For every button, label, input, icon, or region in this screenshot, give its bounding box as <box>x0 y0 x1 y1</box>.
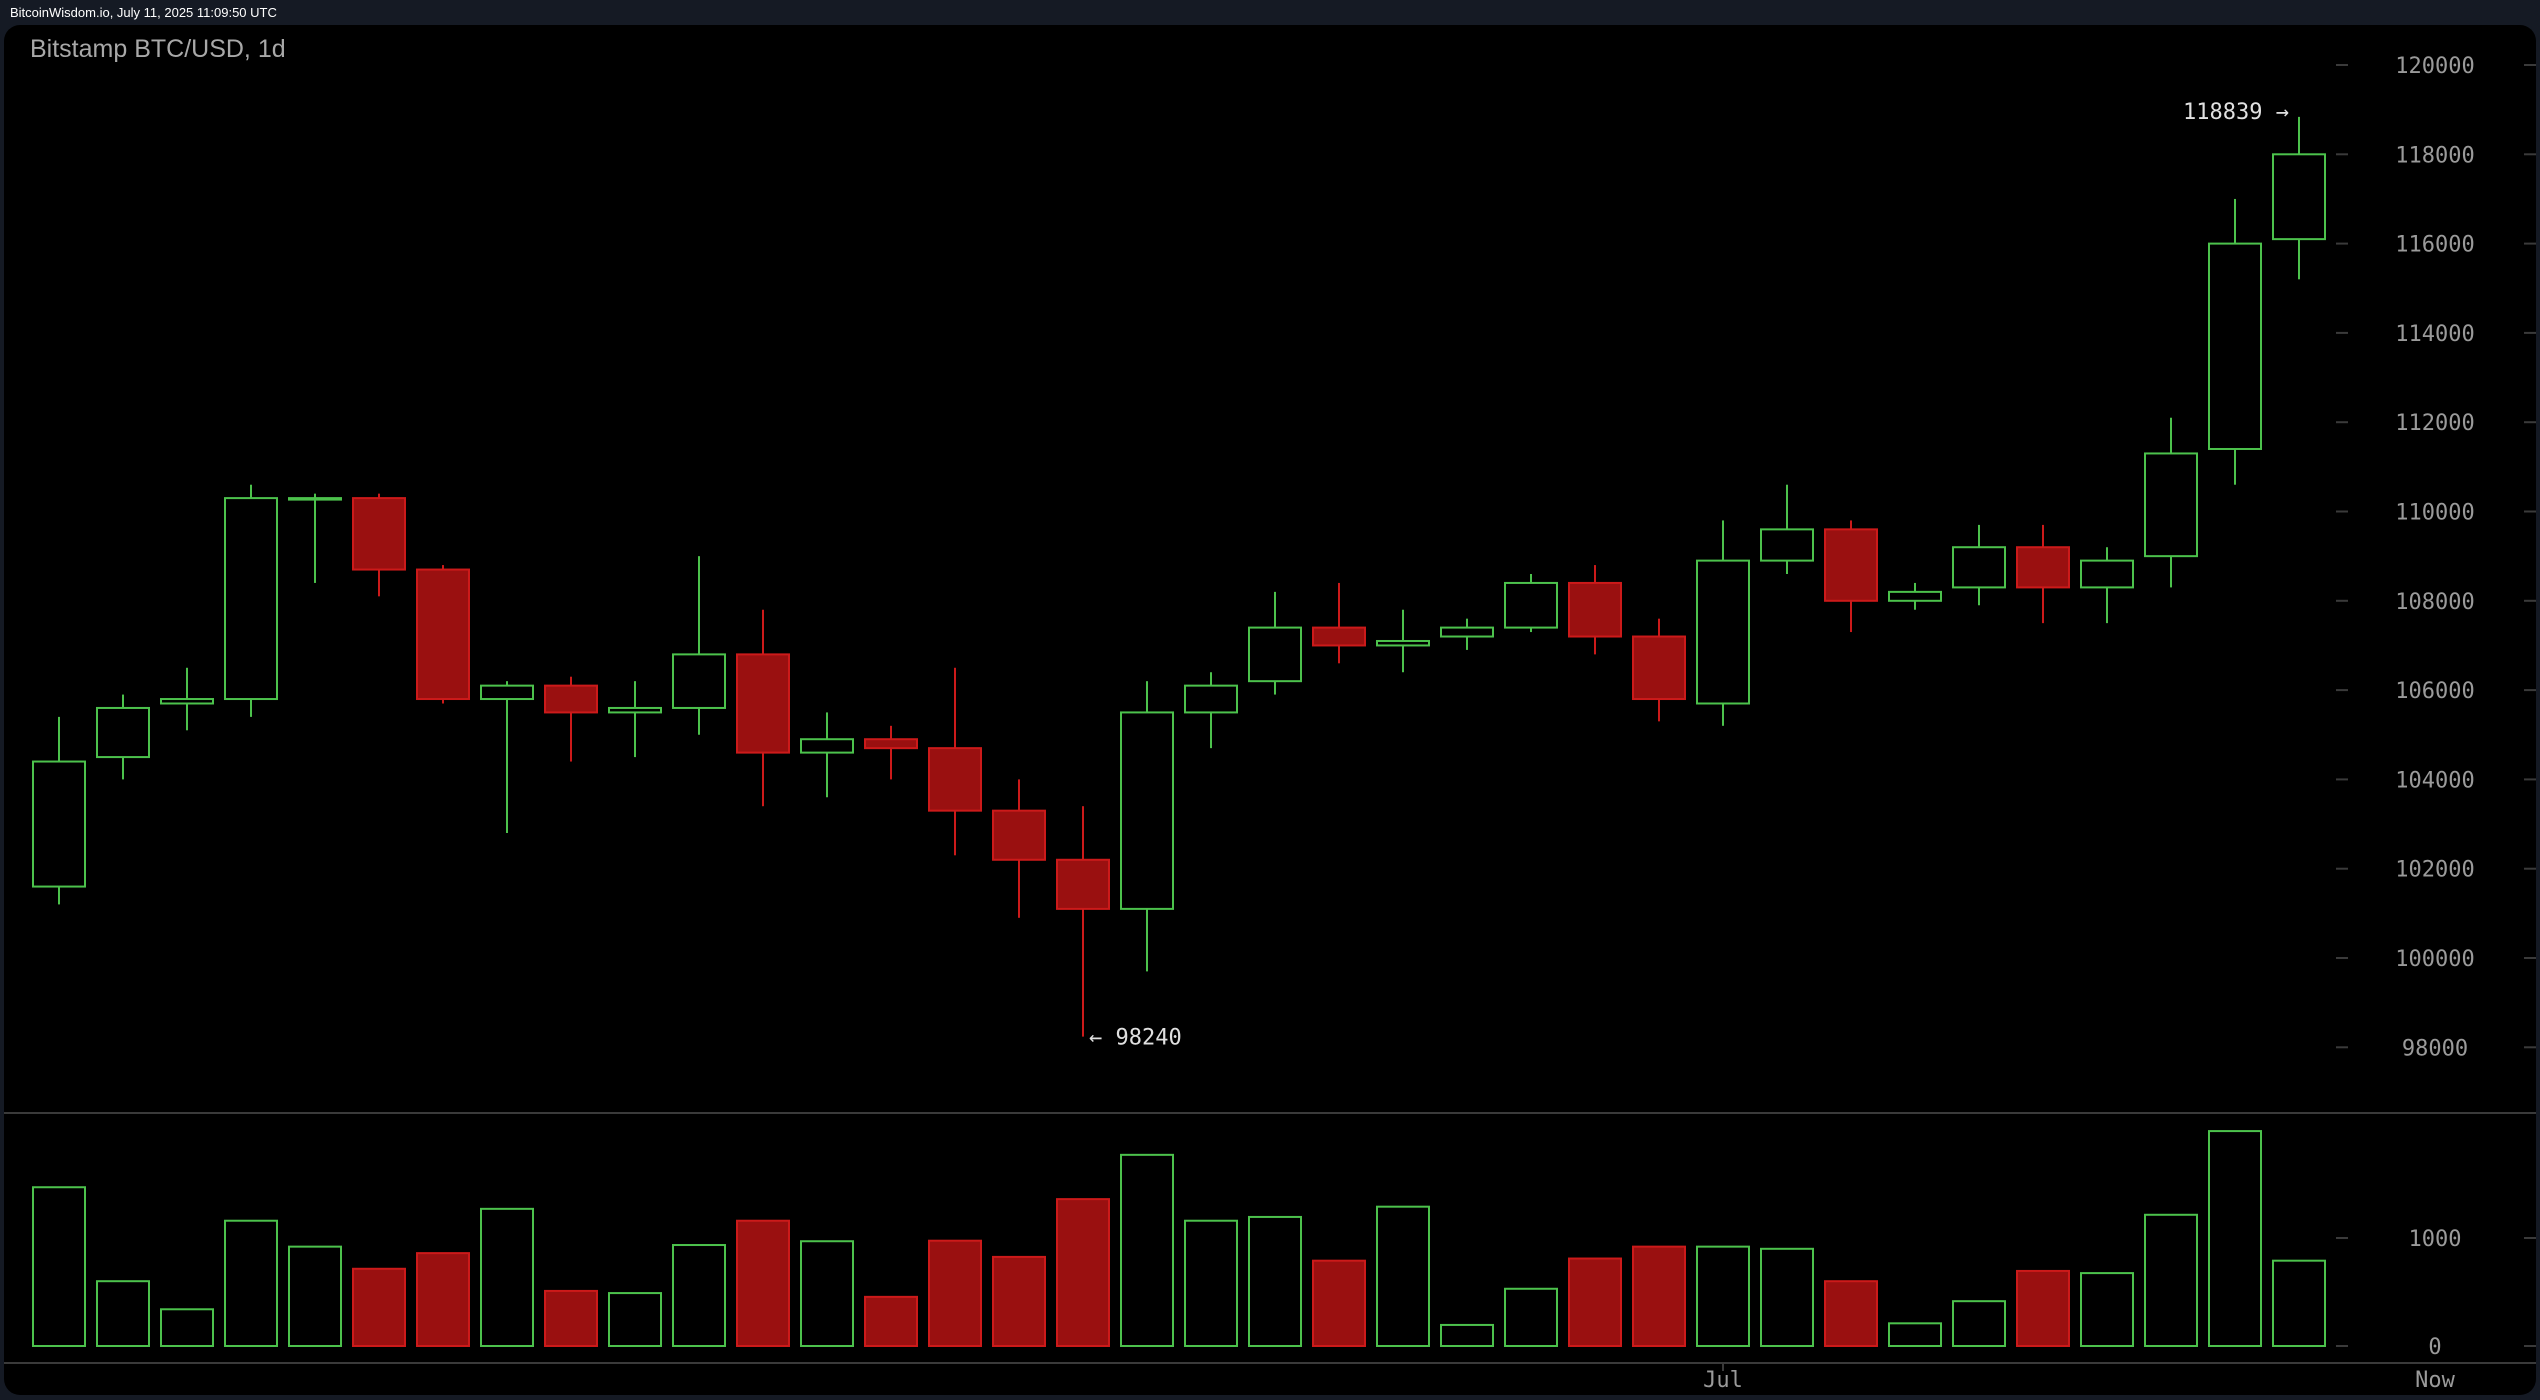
volume-bar-down[interactable] <box>864 1295 918 1347</box>
candle-up[interactable] <box>2080 559 2134 589</box>
price-axis-label: 112000 <box>2395 411 2474 436</box>
volume-bar-up[interactable] <box>2208 1130 2262 1347</box>
candle-up[interactable] <box>1184 684 1238 714</box>
candle-down[interactable] <box>352 497 406 571</box>
candle-down[interactable] <box>2016 546 2070 589</box>
chart-title: Bitstamp BTC/USD, 1d <box>30 35 286 63</box>
time-axis-label: Now <box>2415 1368 2455 1393</box>
volume-bar-down[interactable] <box>416 1252 470 1347</box>
volume-bar-up[interactable] <box>1888 1322 1942 1347</box>
volume-bar-up[interactable] <box>1440 1323 1494 1347</box>
candle-down[interactable] <box>864 738 918 750</box>
price-axis-label: 106000 <box>2395 679 2474 704</box>
candle-up[interactable] <box>224 497 278 701</box>
volume-axis-label: 0 <box>2428 1335 2441 1360</box>
volume-bar-down[interactable] <box>736 1219 790 1347</box>
volume-bar-up[interactable] <box>96 1280 150 1347</box>
price-axis-label: 104000 <box>2395 768 2474 793</box>
price-axis-label: 120000 <box>2395 54 2474 79</box>
candle-up[interactable] <box>2272 153 2326 241</box>
candle-down[interactable] <box>1632 635 1686 701</box>
volume-bar-up[interactable] <box>1760 1247 1814 1348</box>
candle-down[interactable] <box>1568 581 1622 638</box>
price-axis-label: 98000 <box>2402 1036 2468 1061</box>
volume-bar-down[interactable] <box>352 1267 406 1348</box>
candle-up[interactable] <box>480 684 534 701</box>
candle-down[interactable] <box>544 684 598 714</box>
volume-bar-up[interactable] <box>608 1292 662 1347</box>
volume-bar-up[interactable] <box>2080 1272 2134 1347</box>
candle-up[interactable] <box>800 738 854 754</box>
volume-bar-down[interactable] <box>1824 1280 1878 1347</box>
volume-bar-up[interactable] <box>1952 1300 2006 1348</box>
time-axis-label: Jul <box>1703 1368 1743 1393</box>
candle-up[interactable] <box>1120 711 1174 910</box>
low-price-annotation: ← 98240 <box>1089 1026 1182 1051</box>
chart-panel[interactable]: 98000 100000 102000 104000 106000 108000 11000… <box>4 25 2536 1395</box>
volume-bar-up[interactable] <box>1248 1215 1302 1347</box>
volume-bar-up[interactable] <box>672 1244 726 1348</box>
candle-up[interactable] <box>672 653 726 709</box>
volume-bar-down[interactable] <box>1632 1245 1686 1348</box>
price-axis-label: 108000 <box>2395 590 2474 615</box>
volume-bar-up[interactable] <box>1376 1205 1430 1348</box>
price-axis-label: 110000 <box>2395 501 2474 526</box>
source-timestamp: BitcoinWisdom.io, July 11, 2025 11:09:50… <box>10 5 277 20</box>
candle-down[interactable] <box>416 568 470 701</box>
volume-bar-down[interactable] <box>2016 1269 2070 1347</box>
candle-up[interactable] <box>2144 452 2198 558</box>
volume-bar-up[interactable] <box>1504 1287 1558 1348</box>
price-axis-label: 118000 <box>2395 143 2474 168</box>
volume-bar-up[interactable] <box>160 1308 214 1348</box>
candle-up[interactable] <box>1696 559 1750 705</box>
price-axis-label: 116000 <box>2395 233 2474 258</box>
top-bar: BitcoinWisdom.io, July 11, 2025 11:09:50… <box>0 0 2540 25</box>
candle-up[interactable] <box>1504 581 1558 629</box>
volume-bar-down[interactable] <box>1568 1257 1622 1348</box>
candle-up[interactable] <box>608 706 662 714</box>
candle-up[interactable] <box>160 698 214 705</box>
volume-bar-down[interactable] <box>1312 1259 1366 1348</box>
candle-down[interactable] <box>928 747 982 812</box>
volume-bar-up[interactable] <box>800 1240 854 1347</box>
candle-down[interactable] <box>736 653 790 754</box>
candle-up[interactable] <box>96 706 150 759</box>
volume-bar-up[interactable] <box>1120 1153 1174 1347</box>
candle-down[interactable] <box>1056 858 1110 910</box>
volume-bar-up[interactable] <box>480 1207 534 1347</box>
volume-bar-up[interactable] <box>1184 1219 1238 1347</box>
candlestick-chart[interactable]: 98000 100000 102000 104000 106000 108000 11000… <box>4 25 2536 1395</box>
price-axis-label: 102000 <box>2395 858 2474 883</box>
candle-down[interactable] <box>1824 528 1878 602</box>
candle-up[interactable] <box>1376 639 1430 647</box>
volume-bar-down[interactable] <box>1056 1198 1110 1347</box>
volume-bar-up[interactable] <box>288 1245 342 1348</box>
candle-down[interactable] <box>992 809 1046 861</box>
candle-up[interactable] <box>32 760 86 888</box>
volume-bar-down[interactable] <box>992 1255 1046 1348</box>
candle-up[interactable] <box>1952 546 2006 589</box>
candle-up[interactable] <box>1440 626 1494 638</box>
volume-bar-up[interactable] <box>2144 1213 2198 1348</box>
candle-up[interactable] <box>1760 528 1814 562</box>
high-price-annotation: 118839 → <box>2183 100 2289 125</box>
volume-bar-down[interactable] <box>544 1289 598 1348</box>
volume-bar-down[interactable] <box>928 1239 982 1347</box>
volume-bar-up[interactable] <box>1696 1245 1750 1348</box>
candle-up[interactable] <box>1248 626 1302 683</box>
volume-bar-up[interactable] <box>224 1219 278 1347</box>
candle-up[interactable] <box>2208 242 2262 450</box>
price-axis-label: 114000 <box>2395 322 2474 347</box>
volume-axis-label: 1000 <box>2409 1227 2462 1252</box>
price-axis-label: 100000 <box>2395 947 2474 972</box>
candle-up[interactable] <box>288 497 342 501</box>
volume-bar-up[interactable] <box>2272 1259 2326 1348</box>
candle-down[interactable] <box>1312 626 1366 647</box>
candle-up[interactable] <box>1888 590 1942 602</box>
volume-bar-up[interactable] <box>32 1186 86 1347</box>
